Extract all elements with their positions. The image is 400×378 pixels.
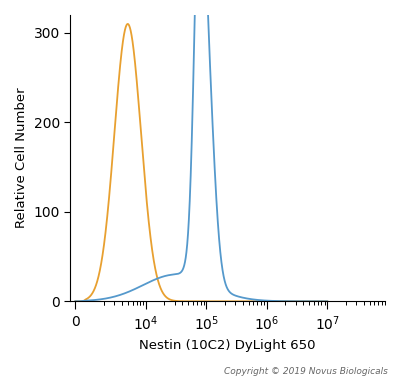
Y-axis label: Relative Cell Number: Relative Cell Number xyxy=(15,88,28,228)
Text: Copyright © 2019 Novus Biologicals: Copyright © 2019 Novus Biologicals xyxy=(224,367,388,376)
X-axis label: Nestin (10C2) DyLight 650: Nestin (10C2) DyLight 650 xyxy=(140,339,316,352)
